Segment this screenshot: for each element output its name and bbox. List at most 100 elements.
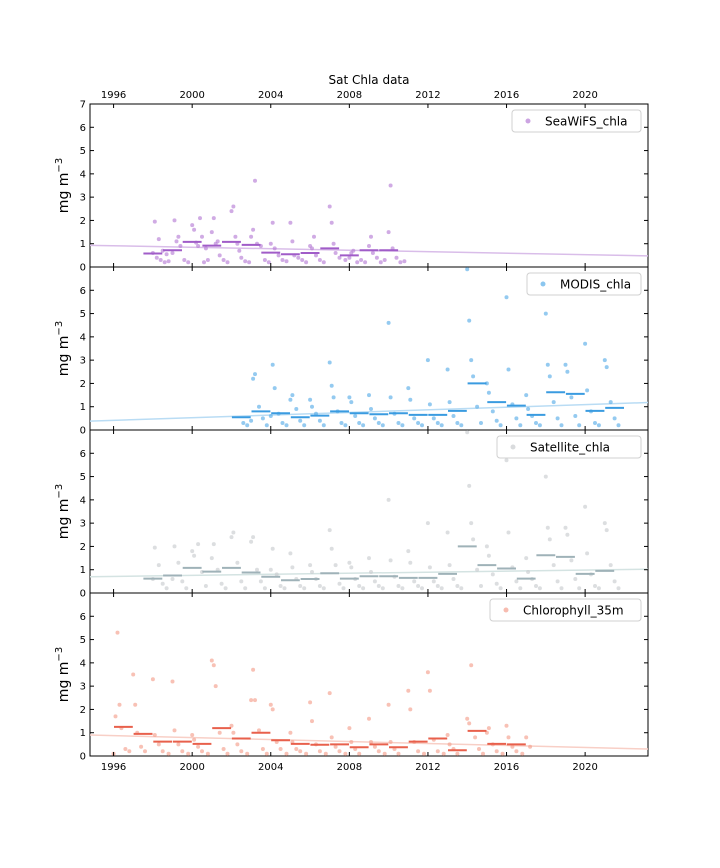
data-point-chl35-31: [221, 747, 226, 751]
data-point-seawifs-17: [192, 227, 197, 232]
legend-box-chl35: [489, 598, 642, 622]
data-point-seawifs-30: [221, 258, 226, 262]
legend-chl35: Chlorophyll_35m: [489, 598, 642, 622]
data-point-satellite-18: [219, 581, 224, 586]
ylabel-seawifs: mg m−3: [54, 158, 72, 213]
data-point-modis-97: [602, 358, 607, 363]
data-point-satellite-105: [555, 579, 560, 584]
data-point-satellite-97: [526, 570, 531, 574]
data-point-satellite-9: [184, 586, 189, 591]
data-point-satellite-75: [445, 530, 450, 535]
ytick-label-chl35-5: 5: [80, 635, 86, 646]
data-point-chl35-65: [349, 740, 354, 744]
data-point-modis-30: [347, 395, 352, 400]
data-point-chl35-55: [310, 719, 314, 724]
data-point-satellite-99: [534, 584, 538, 588]
data-point-chl35-49: [288, 730, 293, 735]
data-point-chl35-48: [284, 751, 289, 756]
data-point-chl35-52: [298, 749, 303, 754]
ylabel-exponent-chl35: −3: [54, 647, 65, 662]
data-point-chl35-61: [333, 744, 338, 749]
data-point-satellite-4: [164, 586, 169, 591]
data-point-seawifs-41: [251, 227, 256, 232]
data-point-satellite-53: [357, 584, 362, 588]
trend-line-modis: [90, 401, 648, 422]
data-point-modis-49: [420, 423, 424, 428]
data-point-chl35-19: [176, 742, 181, 747]
data-point-chl35-96: [481, 751, 485, 756]
legend-label-modis: MODIS_chla: [560, 278, 631, 292]
data-point-chl35-11: [143, 749, 147, 754]
data-point-modis-50: [425, 358, 430, 363]
data-point-modis-88: [565, 369, 570, 374]
data-point-satellite-117: [602, 521, 607, 526]
data-point-chl35-67: [357, 751, 362, 756]
data-point-chl35-44: [268, 702, 273, 707]
data-point-satellite-103: [547, 537, 552, 542]
data-point-chl35-22: [190, 733, 195, 737]
xtick-label-bottom-1996: 1996: [101, 762, 126, 773]
data-point-satellite-63: [396, 584, 401, 588]
trend-line-satellite: [90, 568, 648, 578]
ylabel-modis: mg m−3: [54, 321, 72, 376]
data-point-satellite-81: [467, 483, 472, 488]
data-point-satellite-95: [518, 586, 523, 591]
data-point-chl35-74: [388, 740, 393, 744]
data-point-modis-61: [467, 318, 472, 323]
ytick-label-chl35-6: 6: [80, 612, 86, 623]
legend-marker-chl35: [503, 607, 509, 613]
data-point-satellite-20: [229, 535, 234, 540]
data-point-satellite-55: [367, 556, 371, 561]
data-point-chl35-40: [253, 698, 257, 703]
data-point-chl35-92: [467, 721, 472, 726]
data-point-satellite-10: [190, 549, 195, 554]
data-layer-chl35: [90, 630, 648, 756]
data-point-modis-77: [526, 407, 531, 411]
data-point-modis-72: [506, 367, 511, 372]
data-point-satellite-36: [290, 565, 295, 570]
legend-marker-seawifs: [525, 118, 531, 124]
data-point-seawifs-6: [162, 260, 167, 265]
data-point-chl35-21: [186, 751, 191, 756]
data-point-satellite-65: [406, 549, 411, 554]
data-point-satellite-112: [583, 504, 588, 509]
data-point-seawifs-57: [300, 258, 305, 262]
legend-label-satellite: Satellite_chla: [530, 441, 610, 455]
data-point-chl35-71: [376, 749, 381, 754]
data-point-modis-28: [339, 421, 344, 425]
data-point-satellite-84: [475, 567, 480, 572]
data-point-satellite-79: [459, 586, 464, 591]
data-point-chl35-34: [231, 730, 236, 735]
data-point-chl35-8: [133, 702, 138, 707]
data-point-seawifs-73: [351, 248, 356, 253]
data-point-modis-25: [329, 383, 334, 388]
data-point-modis-82: [545, 362, 550, 367]
data-point-chl35-53: [304, 751, 309, 756]
data-point-seawifs-80: [374, 255, 379, 260]
data-point-chl35-37: [245, 751, 250, 756]
data-point-modis-53: [435, 421, 440, 425]
data-point-modis-75: [518, 423, 523, 428]
data-point-chl35-77: [406, 688, 411, 693]
data-point-seawifs-61: [312, 234, 316, 239]
data-point-modis-17: [298, 418, 303, 423]
data-point-chl35-82: [425, 670, 430, 675]
legend-box-modis: [526, 272, 642, 296]
data-point-chl35-38: [249, 698, 254, 703]
data-point-modis-41: [388, 395, 393, 400]
data-point-modis-56: [447, 400, 452, 405]
data-point-seawifs-39: [247, 260, 252, 265]
data-point-satellite-90: [498, 586, 503, 591]
data-point-modis-5: [257, 404, 261, 409]
data-point-modis-65: [479, 421, 483, 425]
ylabel-chl35: mg m−3: [54, 647, 72, 702]
data-point-seawifs-77: [367, 244, 371, 248]
data-point-modis-47: [412, 416, 417, 421]
data-point-satellite-118: [604, 528, 609, 533]
data-point-seawifs-7: [164, 252, 169, 257]
data-point-seawifs-56: [296, 255, 301, 260]
data-point-seawifs-78: [369, 234, 373, 239]
data-point-seawifs-68: [333, 251, 338, 255]
data-point-modis-81: [543, 311, 548, 316]
data-point-modis-100: [612, 416, 617, 421]
